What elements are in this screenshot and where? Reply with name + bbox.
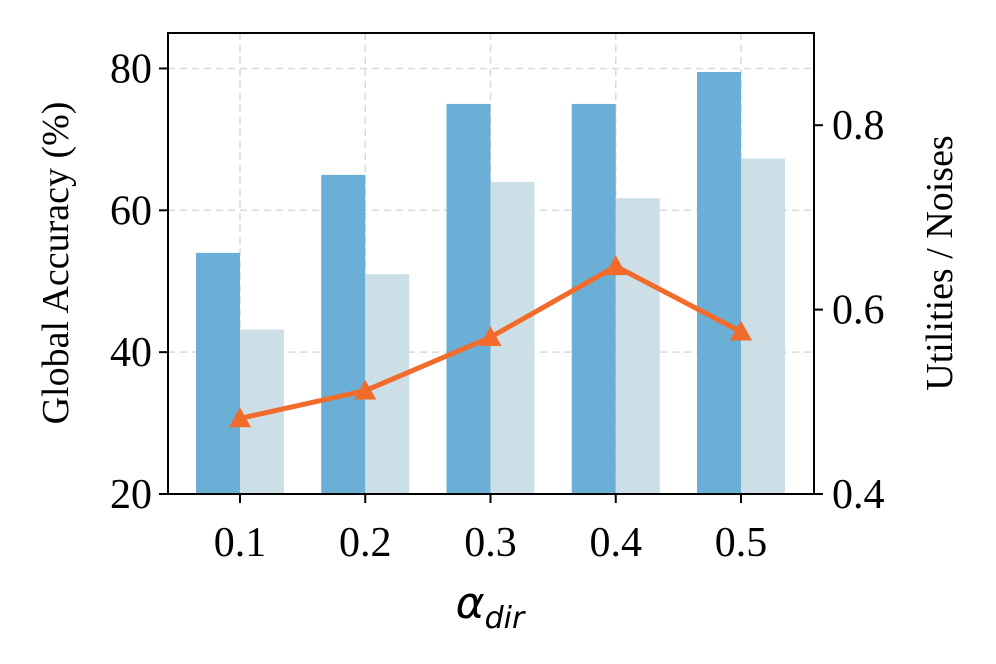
line-series [229, 255, 752, 428]
y2-axis-label: Utilities / Noises [919, 135, 961, 390]
x-tick-label: 0.5 [715, 520, 768, 566]
x-axis-label-subscript: dir [485, 601, 526, 636]
y-tick-label: 40 [110, 330, 152, 376]
triangle-marker [604, 255, 627, 276]
x-tick-label: 0.3 [464, 520, 517, 566]
bar [196, 252, 240, 494]
triangle-marker [730, 320, 752, 341]
bars [196, 72, 785, 494]
y2-tick-label: 0.4 [832, 472, 885, 518]
x-tick-label: 0.1 [214, 520, 267, 566]
x-tick-label: 0.4 [590, 520, 643, 566]
triangle-marker [479, 326, 502, 347]
axis-ticks: 20 40 60 80 0.4 0.6 0.8 0.1 0.2 0.3 0.4 0.5 [110, 46, 885, 566]
bar [365, 274, 410, 494]
triangle-marker [229, 407, 251, 428]
x-axis-label: αdir [456, 578, 526, 636]
bar [741, 158, 785, 494]
y2-tick-label: 0.8 [832, 103, 885, 149]
y-tick-label: 60 [110, 188, 152, 234]
y2-tick-label: 0.6 [832, 288, 885, 334]
bar [615, 198, 660, 494]
x-tick-label: 0.2 [339, 520, 392, 566]
bar [446, 103, 491, 494]
y-axis-label: Global Accuracy (%) [35, 102, 77, 425]
y-tick-label: 20 [110, 472, 152, 518]
bar [697, 72, 741, 494]
bar [321, 174, 366, 494]
x-axis-label-main: α [456, 578, 485, 629]
y-tick-label: 80 [110, 46, 152, 92]
bar [490, 181, 535, 494]
triangle-marker [354, 379, 377, 400]
bar [571, 103, 616, 494]
